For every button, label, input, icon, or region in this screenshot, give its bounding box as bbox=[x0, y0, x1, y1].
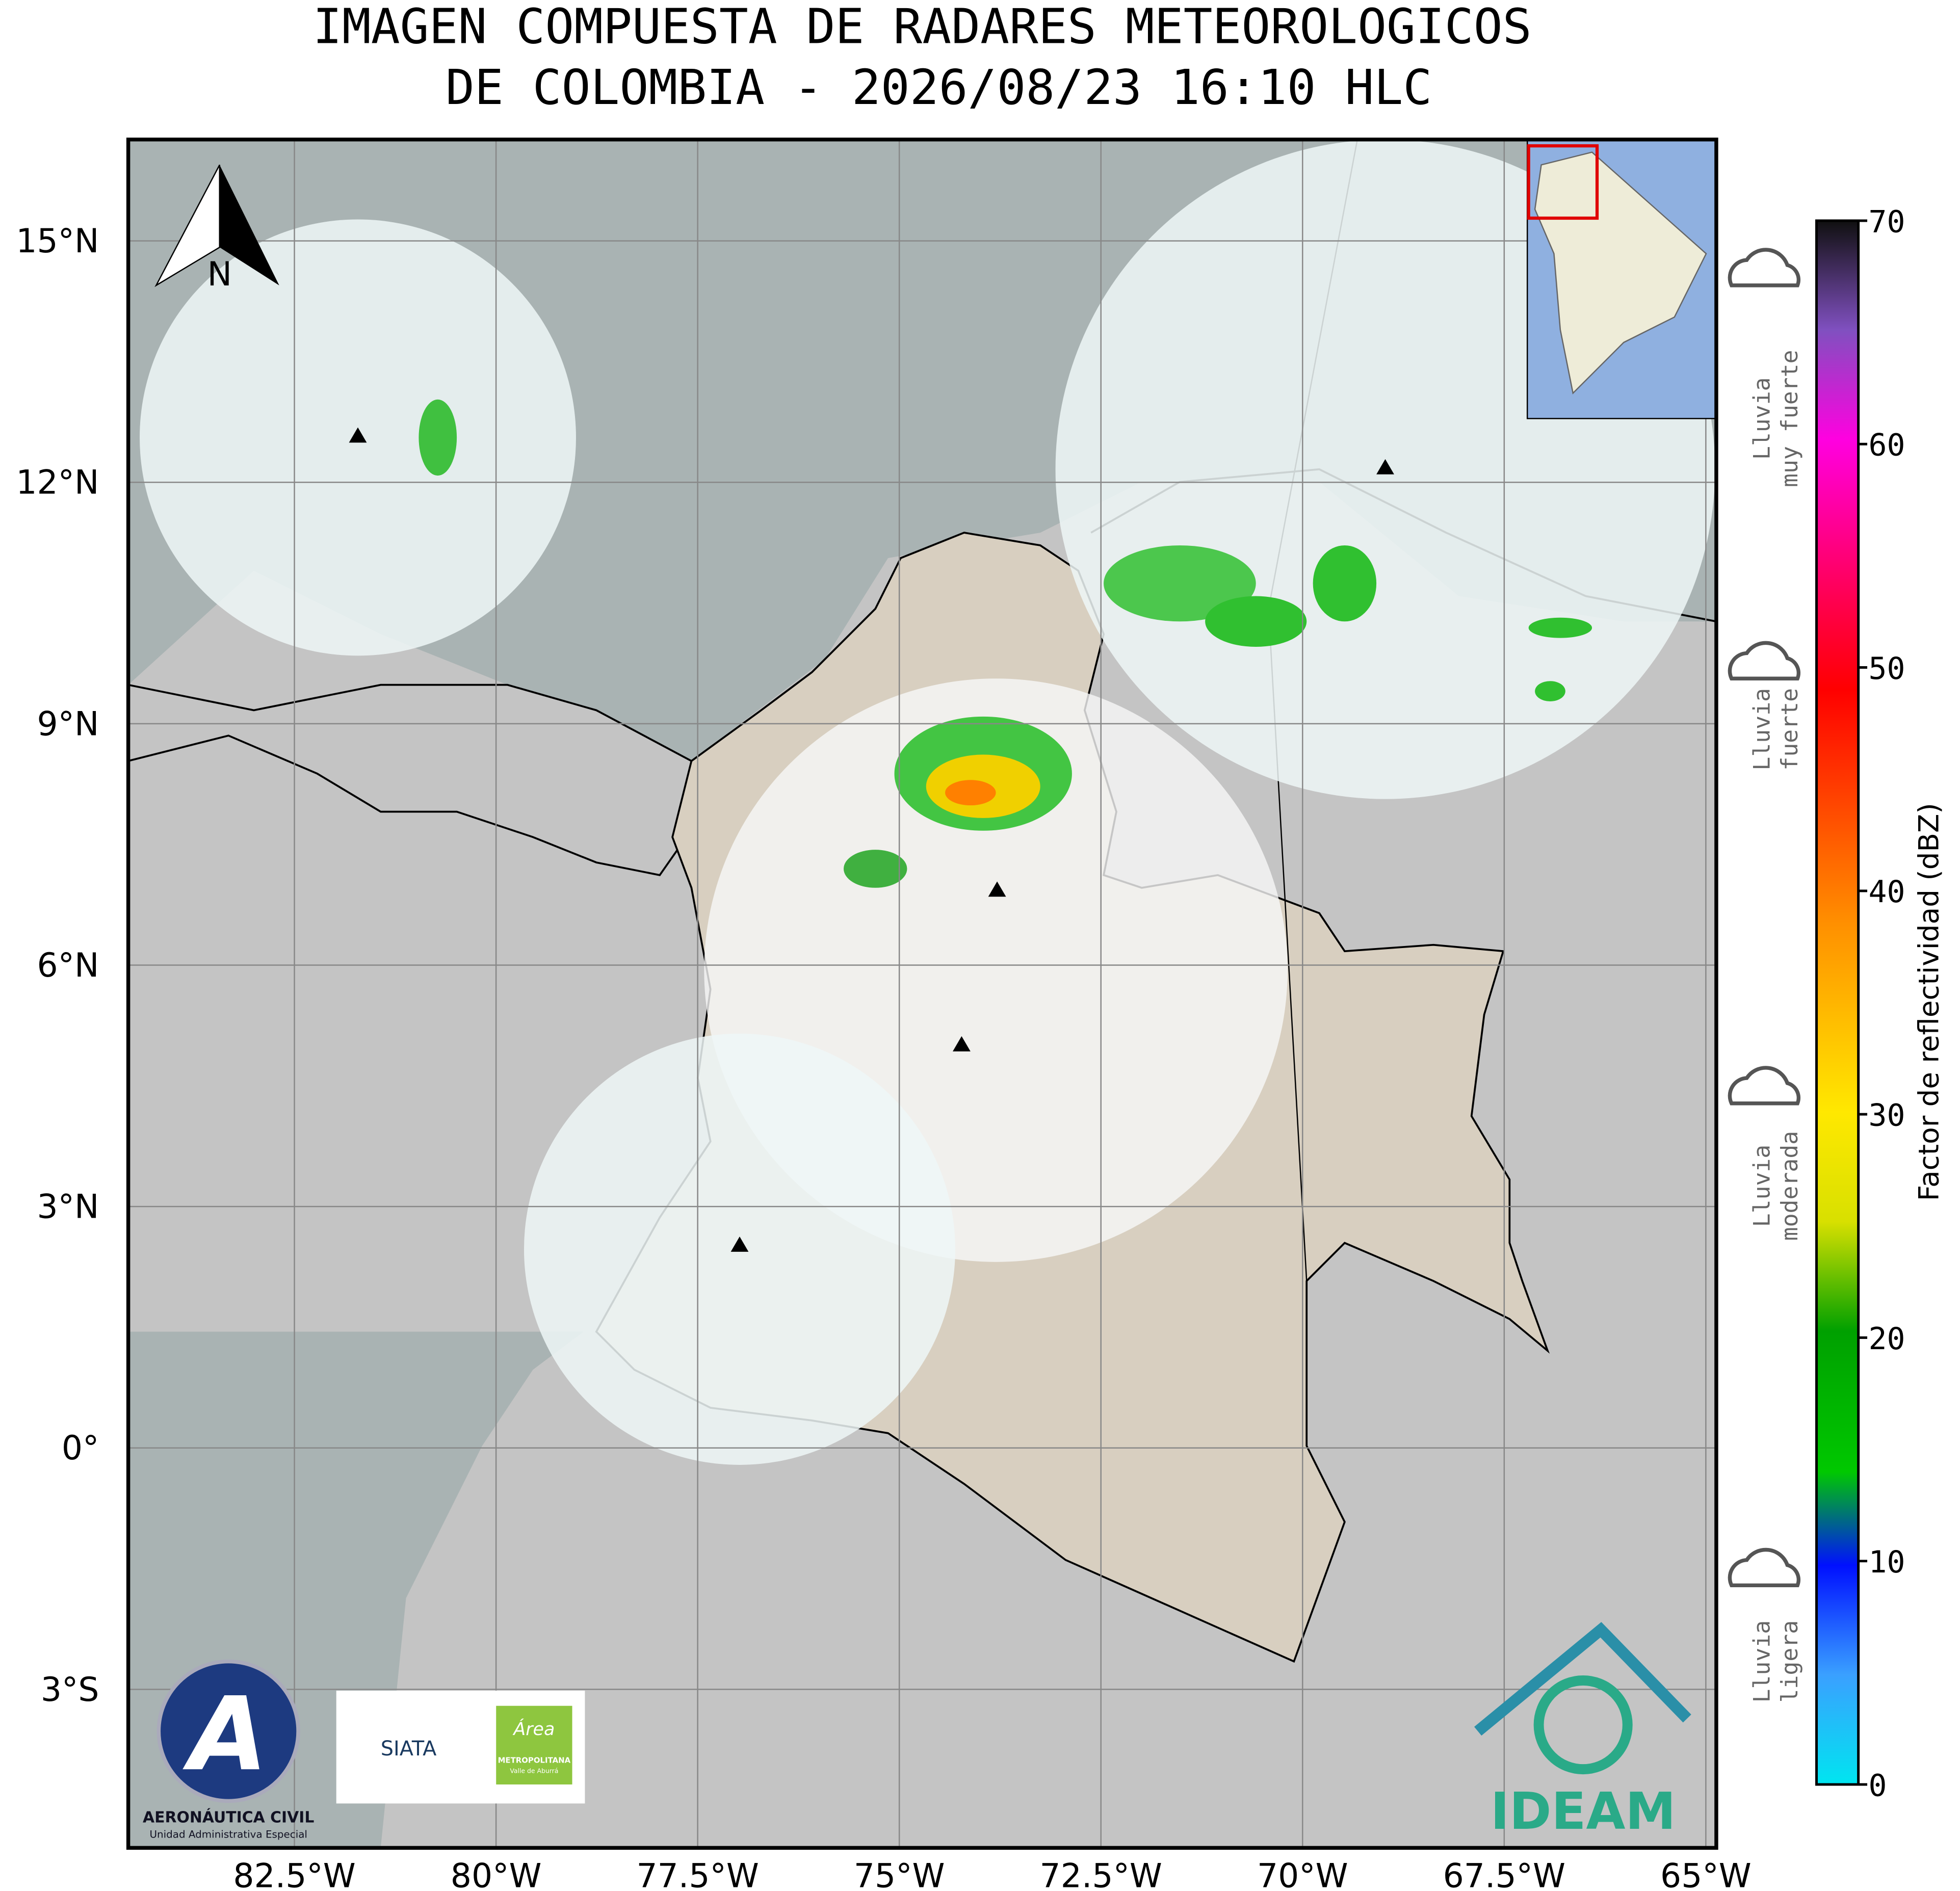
rain-icon bbox=[1728, 641, 1800, 680]
grid bbox=[128, 139, 1716, 1848]
legend-label: ligera bbox=[1776, 1620, 1803, 1703]
title-line-1: IMAGEN COMPUESTA DE RADARES METEOROLOGIC… bbox=[313, 0, 1532, 55]
area-sub: METROPOLITANA bbox=[498, 1756, 571, 1765]
legend-label: Lluvia bbox=[1748, 1145, 1775, 1227]
map: N A AERONÁUTICA CIVIL Unidad Administrat… bbox=[128, 139, 1716, 1848]
aero-logo bbox=[156, 1659, 300, 1803]
map-frame bbox=[126, 137, 1718, 1850]
lon-tick-label: 65°W bbox=[1660, 1857, 1752, 1891]
aero-sub: Unidad Administrativa Especial bbox=[149, 1828, 307, 1840]
legend-label: Lluvia bbox=[1748, 688, 1775, 771]
lat-tick-label: 15°N bbox=[16, 222, 99, 260]
colorbar-tick-label: 20 bbox=[1869, 1322, 1905, 1357]
lat-tick-label: 6°N bbox=[37, 947, 99, 985]
lon-tick-label: 72.5°W bbox=[1040, 1857, 1162, 1891]
inset-continent bbox=[1534, 151, 1707, 395]
lat-tick-label: 12°N bbox=[16, 464, 99, 502]
legend-label: Lluvia bbox=[1748, 377, 1775, 460]
lat-tick-label: 0° bbox=[62, 1429, 99, 1467]
north-label: N bbox=[207, 255, 232, 294]
colorbar-tick-label: 40 bbox=[1869, 875, 1905, 910]
rain-icon bbox=[1728, 1547, 1800, 1588]
ideam-swirl bbox=[1533, 1675, 1633, 1775]
lat-tick-label: 3°N bbox=[37, 1188, 99, 1226]
rain-icon bbox=[1728, 1066, 1800, 1106]
legend-label: fuerte bbox=[1776, 688, 1803, 771]
ideam-roof bbox=[1474, 1622, 1691, 1736]
colorbar-label: Factor de reflectividad (dBZ) bbox=[1912, 803, 1945, 1201]
legend-label: Lluvia bbox=[1748, 1620, 1775, 1703]
lat-tick-label: 9°N bbox=[37, 705, 99, 743]
lon-tick-label: 77.5°W bbox=[636, 1857, 759, 1891]
area-sub2: Valle de Aburrá bbox=[510, 1767, 558, 1775]
lon-tick-label: 82.5°W bbox=[233, 1857, 355, 1891]
legend-label: muy fuerte bbox=[1776, 350, 1803, 487]
radar-sites bbox=[349, 427, 1394, 1252]
area-title: Área bbox=[512, 1718, 555, 1740]
aero-name: AERONÁUTICA CIVIL bbox=[143, 1808, 314, 1827]
colorbar-tick-label: 60 bbox=[1869, 428, 1905, 463]
lon-tick-label: 70°W bbox=[1257, 1857, 1348, 1891]
colorbar-tick-label: 50 bbox=[1869, 651, 1905, 687]
lon-tick-label: 67.5°W bbox=[1443, 1857, 1565, 1891]
rain-icon bbox=[1728, 248, 1800, 287]
aero-logo-mark: A bbox=[182, 1675, 268, 1793]
legend-label: moderada bbox=[1776, 1131, 1803, 1241]
colorbar bbox=[1815, 219, 1860, 1786]
colorbar-tick-label: 70 bbox=[1869, 204, 1905, 240]
inset-extent bbox=[1527, 144, 1599, 220]
title-line-2: DE COLOMBIA - 2026/08/23 16:10 HLC bbox=[446, 60, 1432, 116]
colorbar-tick-label: 10 bbox=[1869, 1545, 1905, 1580]
lon-tick-label: 75°W bbox=[854, 1857, 945, 1891]
lat-tick-label: 3°S bbox=[41, 1671, 99, 1709]
siata-logo: SIATA bbox=[381, 1737, 437, 1761]
colorbar-tick-label: 30 bbox=[1869, 1098, 1905, 1134]
colorbar-tick-label: 0 bbox=[1869, 1768, 1887, 1803]
ideam-logo: IDEAM bbox=[1491, 1782, 1676, 1841]
precipitation bbox=[419, 399, 1592, 888]
lon-tick-label: 80°W bbox=[451, 1857, 542, 1891]
central-america bbox=[128, 684, 705, 876]
area-logo bbox=[496, 1705, 572, 1784]
